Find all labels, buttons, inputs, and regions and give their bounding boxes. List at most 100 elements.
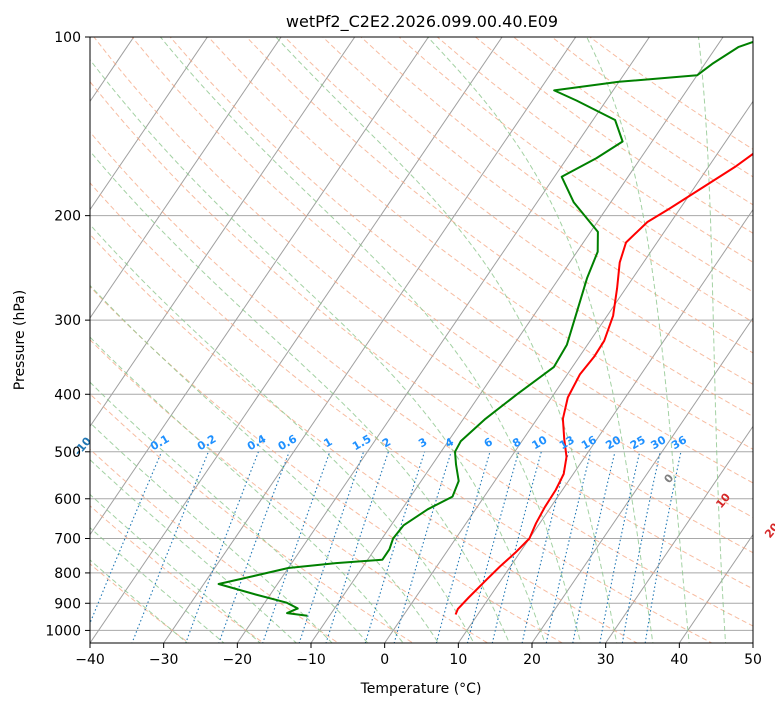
axes: −40 −30 −20 −10 0 10 20 30 40 50 100 200 300 400 500 60… <box>45 30 762 668</box>
mixing-ratio-label: 3 <box>416 435 429 450</box>
moist-adiabat-line <box>698 37 727 643</box>
dry-adiabat-line <box>90 182 713 643</box>
moist-adiabat-line <box>90 150 510 643</box>
isotherm-line <box>163 37 577 643</box>
mixing-ratio-label: 10 <box>530 433 550 452</box>
y-tick-label: 700 <box>54 532 81 548</box>
mixing-ratio-line <box>185 451 259 643</box>
dry-adiabat-line <box>90 448 340 643</box>
dry-adiabat-line <box>93 37 753 554</box>
y-tick-label: 400 <box>54 387 81 403</box>
mixing-ratio-line <box>364 451 426 643</box>
x-tick-label: 40 <box>670 652 688 668</box>
x-axis-label: Temperature (°C) <box>360 681 482 697</box>
dry-adiabat-line <box>90 505 265 643</box>
moist-adiabat-label: 20 <box>762 520 775 540</box>
isotherm-line <box>310 37 724 643</box>
mixing-ratio-label: 0.6 <box>276 432 300 453</box>
isotherm-line <box>90 37 503 643</box>
isotherm-line <box>531 317 753 643</box>
dry-adiabat-line <box>131 37 753 518</box>
mixing-ratio-line <box>90 451 163 625</box>
mixing-ratio-line <box>393 451 452 643</box>
x-tick-label: −10 <box>296 652 326 668</box>
isotherm-line <box>384 100 753 643</box>
dry-adiabat-line <box>169 37 753 484</box>
mixing-ratio-label: 30 <box>649 433 669 452</box>
mixing-ratio-label: 20 <box>603 433 623 452</box>
x-tick-label: 50 <box>744 652 762 668</box>
isotherm-line <box>0 24 69 655</box>
mixing-ratio-label: 25 <box>628 433 648 452</box>
x-tick-label: 10 <box>449 652 467 668</box>
mixing-ratio-line <box>621 451 661 643</box>
mixing-ratio-label: 0.2 <box>195 432 218 453</box>
dry-adiabat-line <box>90 563 190 643</box>
mixing-ratio-line <box>572 451 616 643</box>
reference-labels: 0.10.20.40.611.52346810131620253036-100-… <box>71 432 775 541</box>
moist-adiabat-line <box>90 559 189 643</box>
moist-adiabat-line <box>90 381 369 643</box>
dry-adiabat-line <box>513 37 753 206</box>
y-tick-label: 1000 <box>45 623 81 639</box>
dry-adiabat-line <box>551 37 753 178</box>
x-tick-label: −20 <box>223 652 253 668</box>
moist-adiabat-line <box>90 422 333 643</box>
isotherm-line <box>752 642 753 643</box>
dewpoint-profile-line <box>217 40 753 617</box>
isotherm-line <box>90 37 430 536</box>
mixing-ratio-line <box>599 451 641 643</box>
dry-adiabat-line <box>90 285 564 643</box>
mixing-ratio-line <box>521 451 570 643</box>
dry-adiabat-line <box>90 339 489 643</box>
mixing-ratio-line <box>325 451 389 643</box>
y-tick-label: 300 <box>54 313 81 329</box>
dry-adiabat-line <box>90 393 414 643</box>
mixing-ratio-line <box>545 451 592 643</box>
dry-adiabat-line <box>436 37 753 263</box>
mixing-ratio-line <box>644 451 682 643</box>
dry-adiabat-line <box>398 37 753 293</box>
y-tick-label: 800 <box>54 566 81 582</box>
y-tick-label: 200 <box>54 209 81 225</box>
plot-frame <box>89 36 754 644</box>
chart-title: wetPf2_C2E2.2026.099.00.40.E09 <box>286 12 558 32</box>
isotherm-line <box>90 37 282 319</box>
mixing-ratio-line <box>466 451 520 643</box>
moist-adiabat-line <box>275 37 618 643</box>
mixing-ratio-label: 4 <box>443 435 456 450</box>
moist-adiabat-line <box>90 284 440 643</box>
mixing-ratio-label: 16 <box>579 433 599 452</box>
isotherm-line <box>605 425 753 643</box>
dry-adiabat-line <box>90 80 753 590</box>
profile-lines <box>217 40 753 617</box>
mixing-ratio-label: 1 <box>322 435 335 450</box>
moist-adiabat-line <box>586 37 690 643</box>
mixing-ratio-label: 1.5 <box>350 432 373 453</box>
isotherm-line <box>678 533 753 643</box>
mixing-ratio-label: 2 <box>380 435 393 450</box>
isotherm-line <box>236 37 651 643</box>
y-axis-label: Pressure (hPa) <box>12 290 28 390</box>
mixing-ratio-label: 0.4 <box>245 432 269 453</box>
dry-adiabat-line <box>475 37 753 234</box>
moist-adiabat-label: 10 <box>713 490 733 510</box>
dry-adiabat-line <box>90 131 753 627</box>
x-tick-label: 0 <box>380 652 389 668</box>
reference-lines <box>90 37 753 643</box>
mixing-ratio-line <box>131 451 209 643</box>
x-tick-label: 20 <box>523 652 541 668</box>
x-tick-label: −30 <box>149 652 179 668</box>
background-grid <box>0 24 753 655</box>
dry-adiabat-line <box>360 37 753 323</box>
moist-adiabat-line <box>160 37 582 643</box>
moist-adiabat-line <box>90 459 298 643</box>
mixing-ratio-line <box>298 451 365 643</box>
temperature-profile-line <box>454 152 753 615</box>
x-tick-label: 30 <box>597 652 615 668</box>
moist-adiabat-line <box>90 223 475 643</box>
isotherm-line <box>90 37 356 428</box>
y-tick-label: 100 <box>54 30 81 46</box>
dry-adiabat-line <box>208 37 753 450</box>
